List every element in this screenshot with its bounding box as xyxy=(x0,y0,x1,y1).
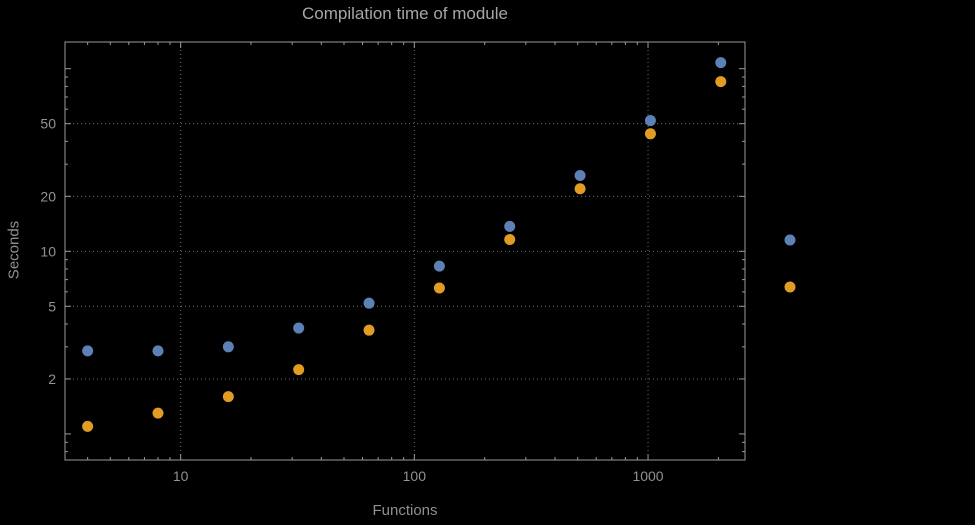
data-point-series-1 xyxy=(433,260,445,272)
data-point-series-1 xyxy=(504,220,516,232)
x-tick-label: 10 xyxy=(173,468,189,484)
data-point-series-1 xyxy=(363,297,375,309)
data-point-series-1 xyxy=(222,341,234,353)
data-point-series-1 xyxy=(82,345,94,357)
y-tick-label: 10 xyxy=(40,243,56,259)
data-point-series-1 xyxy=(293,322,305,334)
y-axis-label: Seconds xyxy=(5,220,23,280)
data-point-series-2 xyxy=(222,391,234,403)
x-tick-label: 100 xyxy=(403,468,427,484)
data-point-series-2 xyxy=(433,282,445,294)
data-point-series-2 xyxy=(293,364,305,376)
data-point-series-2 xyxy=(363,324,375,336)
y-tick-label: 50 xyxy=(40,116,56,132)
legend-marker-series-1 xyxy=(784,234,796,246)
data-point-series-1 xyxy=(715,57,727,69)
data-point-series-1 xyxy=(152,345,164,357)
data-point-series-2 xyxy=(82,420,94,432)
x-tick-label: 1000 xyxy=(632,468,663,484)
data-point-series-2 xyxy=(644,128,656,140)
data-point-series-1 xyxy=(644,115,656,127)
y-tick-label: 2 xyxy=(48,371,56,387)
y-tick-label: 20 xyxy=(40,188,56,204)
data-point-series-1 xyxy=(574,170,586,182)
data-point-series-2 xyxy=(152,407,164,419)
y-tick-label: 5 xyxy=(48,298,56,314)
data-point-series-2 xyxy=(715,76,727,88)
x-axis-label: Functions xyxy=(372,502,438,519)
legend-marker-series-2 xyxy=(784,281,796,293)
data-point-series-2 xyxy=(574,183,586,195)
chart-title: Compilation time of module xyxy=(302,4,508,23)
data-point-series-2 xyxy=(504,234,516,246)
